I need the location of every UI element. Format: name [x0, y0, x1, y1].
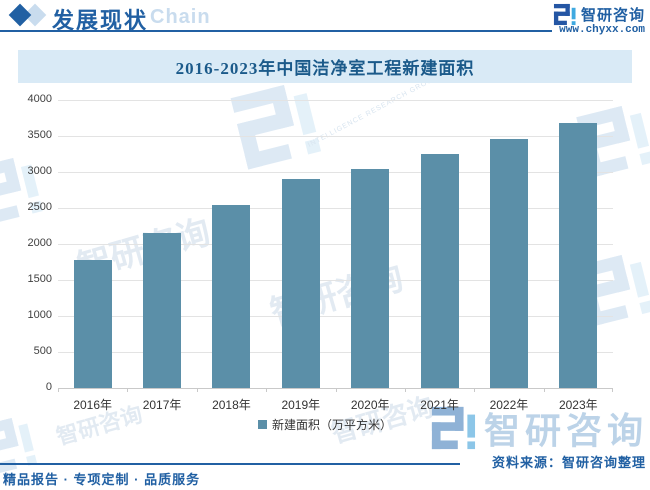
gridline [58, 352, 613, 353]
y-axis-tick-label: 1500 [27, 273, 52, 285]
bar-2021年 [420, 154, 459, 388]
x-axis-tick-label: 2019年 [281, 398, 321, 412]
gridline [58, 172, 613, 173]
chart-title: 2016-2023年中国洁净室工程新建面积 [175, 59, 475, 78]
bar-2019年 [281, 179, 320, 388]
bar-2020年 [351, 169, 390, 388]
brand-name: 智研咨询 [580, 7, 645, 24]
chart-legend: 新建面积（万平方米） [0, 416, 650, 433]
bar-2018年 [212, 205, 251, 388]
chart-title-band: 2016-2023年中国洁净室工程新建面积 [18, 50, 632, 83]
brand-lockup: 智研咨询 [553, 3, 645, 26]
bar-2016年 [73, 259, 112, 388]
gridline [58, 280, 613, 281]
gridline [58, 100, 613, 101]
services-text: 精品报告 · 专项定制 · 品质服务 [3, 472, 201, 487]
x-axis-tick-label: 2020年 [350, 398, 390, 412]
gridline [58, 136, 613, 137]
header-divider [0, 30, 552, 32]
y-axis-tick-label: 0 [45, 381, 52, 393]
gridline [58, 208, 613, 209]
zhiyan-logo-icon [553, 3, 576, 26]
bar-2022年 [489, 138, 528, 388]
x-axis-tick-label: 2016年 [73, 398, 113, 412]
y-axis-tick-label: 500 [33, 345, 52, 357]
x-axis-tick-mark [127, 388, 129, 392]
x-axis-tick-mark [543, 388, 545, 392]
x-axis-tick-label: 2022年 [489, 398, 529, 412]
bar-2023年 [559, 123, 598, 388]
brand-url: www.chyxx.com [559, 24, 645, 36]
page-header: Chain 发展现状 智研咨询 www.chyxx.com [0, 0, 650, 42]
x-axis-tick-label: 2017年 [142, 398, 182, 412]
x-axis-tick-mark [266, 388, 268, 392]
footer-watermark: 智研咨询 [430, 402, 648, 454]
x-axis-tick-mark [474, 388, 476, 392]
source-text: 资料来源：智研咨询整理 [491, 455, 646, 470]
y-axis-tick-label: 3000 [27, 165, 52, 177]
bar-2017年 [143, 233, 182, 388]
x-axis-tick-label: 2023年 [558, 398, 598, 412]
x-axis-tick-label: 2021年 [420, 398, 459, 412]
y-axis-tick-label: 1000 [27, 309, 52, 321]
gridline [58, 316, 613, 317]
x-axis-tick-mark [196, 388, 198, 392]
y-axis-tick-label: 2000 [27, 237, 52, 249]
zhiyan-logo-icon [430, 405, 476, 451]
y-axis-tick-label: 3500 [27, 129, 52, 141]
footer-divider [0, 463, 460, 465]
diamond-icon [8, 3, 32, 27]
x-axis-tick-mark [612, 388, 613, 392]
gridline [58, 244, 613, 245]
x-axis-tick-mark [58, 388, 59, 392]
y-axis-tick-label: 2500 [27, 201, 52, 213]
section-title: 发展现状 [52, 8, 149, 33]
y-axis-tick-label: 4000 [27, 93, 52, 105]
legend-marker-icon [257, 420, 267, 429]
x-axis-tick-label: 2018年 [212, 398, 251, 412]
x-axis-tick-mark [335, 388, 337, 392]
x-axis-tick-mark [404, 388, 406, 392]
watermark-logo [0, 151, 45, 229]
plot-area: 0 500 1000 1500 2000 2500 3000 3500 4000 2016年 201… [28, 93, 613, 412]
footer-watermark-text: 智研咨询 [483, 410, 648, 451]
legend-label: 新建面积（万平方米） [271, 418, 392, 432]
section-watermark-text: Chain [150, 6, 211, 28]
